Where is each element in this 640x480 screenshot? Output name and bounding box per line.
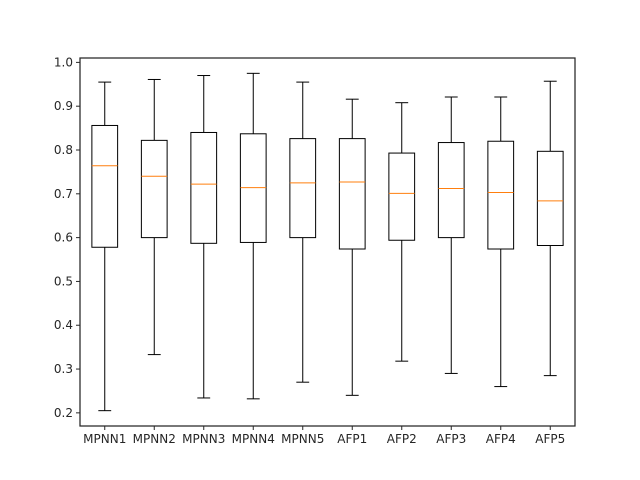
x-tick-label: MPNN4 (232, 432, 275, 446)
x-tick-label: MPNN5 (281, 432, 324, 446)
x-tick-label: AFP3 (436, 432, 466, 446)
y-tick-label: 0.8 (54, 143, 73, 157)
x-tick-label: MPNN1 (83, 432, 126, 446)
iqr-box (487, 140, 515, 250)
iqr-box (536, 150, 564, 247)
box-mpnn2 (140, 78, 168, 356)
iqr-box (91, 124, 119, 248)
x-axis: MPNN1 MPNN2 MPNN3 MPNN4 MPNN5 AFP1 AFP2 AFP3 AFP… (83, 426, 565, 446)
y-tick-label: 1.0 (54, 55, 73, 69)
box-afp1 (338, 98, 366, 396)
plot-area (79, 57, 576, 427)
y-tick-label: 0.6 (54, 231, 73, 245)
y-axis: 0.2 0.3 0.4 0.5 0.6 0.7 0.8 0.9 1.0 (54, 55, 80, 420)
y-tick-label: 0.5 (54, 274, 73, 288)
x-tick-label: AFP5 (535, 432, 565, 446)
y-tick-label: 0.2 (54, 406, 73, 420)
x-tick-label: AFP1 (337, 432, 367, 446)
box-series (91, 72, 564, 412)
y-tick-label: 0.4 (54, 318, 73, 332)
x-tick-label: AFP4 (486, 432, 516, 446)
y-tick-label: 0.3 (54, 362, 73, 376)
iqr-box (190, 131, 218, 244)
box-mpnn4 (239, 72, 267, 400)
iqr-box (388, 152, 416, 241)
x-tick-label: AFP2 (387, 432, 417, 446)
iqr-box (289, 138, 317, 239)
box-mpnn5 (289, 81, 317, 383)
iqr-box (437, 142, 465, 239)
x-tick-label: MPNN2 (133, 432, 176, 446)
box-afp4 (487, 96, 515, 388)
y-tick-label: 0.7 (54, 187, 73, 201)
box-mpnn1 (91, 81, 119, 412)
x-tick-label: MPNN3 (182, 432, 225, 446)
box-afp5 (536, 80, 564, 377)
box-afp3 (437, 96, 465, 374)
y-tick-label: 0.9 (54, 99, 73, 113)
box-afp2 (388, 102, 416, 362)
iqr-box (140, 139, 168, 239)
iqr-box (338, 138, 366, 250)
box-mpnn3 (190, 75, 218, 399)
